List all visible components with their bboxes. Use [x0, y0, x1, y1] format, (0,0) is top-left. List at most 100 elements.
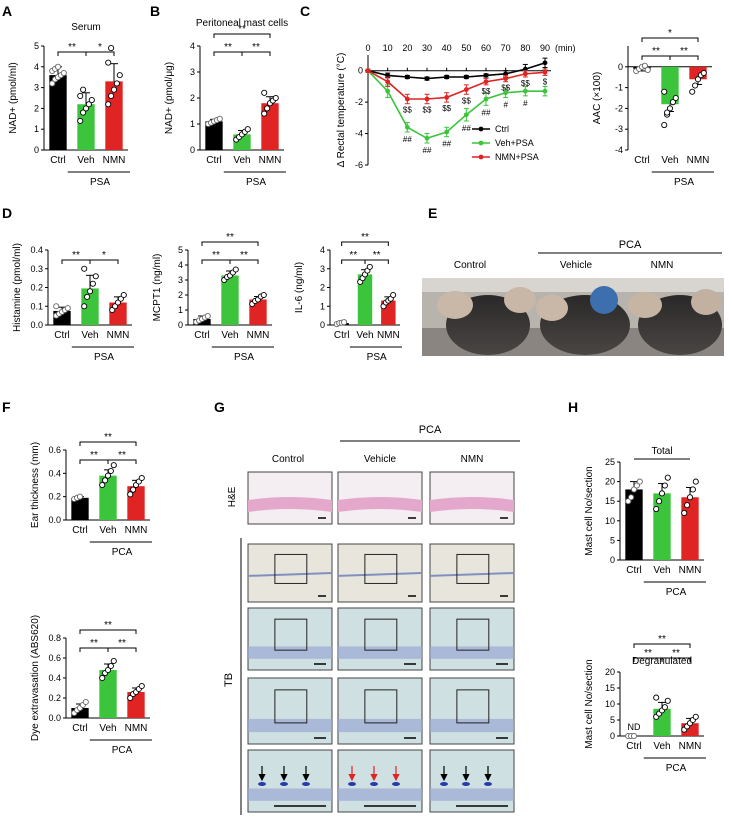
zoom-box — [364, 689, 398, 724]
legend-label: Ctrl — [495, 124, 509, 134]
x-tick-label: NMN — [107, 330, 130, 341]
hash-mark: # — [523, 99, 528, 108]
photo-label-nmn: NMN — [651, 260, 674, 271]
bar-veh — [99, 670, 117, 718]
histo-row-he: H&E — [227, 486, 238, 507]
sig-bracket — [661, 657, 691, 662]
ss-mark: $$ — [403, 106, 412, 115]
sig-label: ** — [118, 638, 126, 649]
y-tick-label: -1 — [615, 83, 623, 93]
data-point — [684, 502, 691, 509]
legend-label: Veh+PSA — [495, 138, 534, 148]
data-point — [463, 74, 469, 80]
histo-tb-tissue — [338, 788, 422, 801]
histo-col-nmn: NMN — [461, 454, 484, 465]
photo-label-vehicle: Vehicle — [560, 260, 593, 271]
sig-label: ** — [68, 42, 76, 53]
y-axis-label: MCPT1 (ng/ml) — [152, 254, 163, 322]
group-label: PSA — [246, 177, 266, 188]
histo-tb-tissue — [248, 788, 332, 801]
data-point — [483, 96, 489, 102]
bar-nmn — [681, 497, 699, 560]
x-tick-label: NMN — [125, 723, 148, 734]
sig-label: ** — [658, 634, 666, 645]
y-tick-label: 4 — [34, 62, 39, 72]
data-point — [53, 303, 60, 310]
sig-bracket — [89, 259, 119, 264]
data-point — [664, 697, 671, 704]
data-point — [653, 505, 660, 513]
y-tick-label: 0.0 — [48, 515, 61, 525]
legend-label: NMN+PSA — [495, 152, 539, 162]
y-tick-label: 3 — [178, 275, 183, 285]
y-tick-label: 1 — [190, 119, 195, 129]
x-tick-label: Veh — [233, 155, 250, 166]
y-tick-label: 0.4 — [48, 468, 61, 478]
x-tick-label: Ctrl — [50, 155, 66, 166]
data-point — [110, 657, 117, 665]
sig-label: ** — [224, 42, 232, 53]
data-point — [216, 115, 223, 122]
ss-mark: $$ — [462, 96, 471, 105]
y-tick-label: 0 — [34, 145, 39, 155]
x-tick-label: Ctrl — [54, 330, 70, 341]
sig-bracket — [633, 643, 691, 648]
data-point — [404, 74, 410, 80]
group-label: PCA — [112, 547, 133, 558]
data-point — [138, 682, 145, 690]
histo-tb-tissue — [430, 646, 514, 659]
y-tick-label: -3 — [615, 124, 623, 134]
histo-tb-image — [337, 677, 423, 745]
y-tick-label: 10 — [605, 516, 615, 526]
y-axis-label: Δ Rectal temperature (°C) — [336, 53, 347, 168]
histo-tb-image — [337, 607, 423, 671]
group-label: PSA — [674, 177, 694, 188]
data-point — [85, 101, 92, 108]
data-point — [88, 97, 95, 104]
y-tick-label: 0 — [190, 145, 195, 155]
y-tick-label: 1 — [178, 305, 183, 315]
group-label: PSA — [234, 352, 254, 363]
zoom-box — [274, 618, 308, 651]
data-point — [664, 474, 671, 481]
ss-mark: $$ — [501, 84, 510, 93]
hash-mark: ## — [462, 124, 471, 133]
y-tick-label: 20 — [605, 477, 615, 487]
data-point — [542, 69, 548, 75]
panel-letter-d: D — [2, 205, 12, 221]
data-point — [542, 60, 548, 66]
x-tick-label: NMN — [103, 155, 126, 166]
panel-letter-h: H — [568, 399, 578, 415]
x-tick-label: 50 — [461, 43, 471, 53]
data-point — [77, 92, 84, 99]
group-label: PSA — [90, 177, 110, 188]
chart-d2: 0 1 2 3 4 5 MCPT1 (ng/ml) Ctrl Veh NMN PSA ** ** ** — [152, 232, 274, 363]
data-point — [385, 88, 391, 94]
histo-tb-image — [429, 607, 515, 671]
data-point — [127, 694, 134, 702]
mast-cell — [370, 782, 378, 786]
panel-letter-e: E — [428, 205, 437, 221]
histo-tb-image — [429, 677, 515, 745]
data-point — [110, 86, 118, 93]
sig-bracket — [641, 37, 699, 42]
data-point — [272, 94, 279, 102]
series-line-veh-psa — [367, 70, 545, 140]
sig-label: ** — [672, 648, 680, 659]
data-point — [107, 467, 114, 475]
x-tick-label: NMN — [377, 330, 400, 341]
x-tick-label: NMN — [259, 155, 282, 166]
data-point — [110, 462, 117, 469]
photo-label-control: Control — [454, 260, 486, 271]
zoom-box — [456, 689, 490, 724]
x-tick-label: 90 — [540, 43, 550, 53]
sig-label: ** — [361, 232, 369, 243]
sig-bracket — [341, 241, 389, 246]
y-axis-label: Histamine (pmol/ml) — [12, 243, 23, 332]
x-tick-label: 40 — [442, 43, 452, 53]
x-tick-label: Ctrl — [206, 155, 222, 166]
y-axis-label: NAD+ (pmol/ml) — [8, 62, 19, 133]
data-point — [672, 94, 679, 102]
sig-label: ** — [72, 250, 80, 261]
panel-letter-b: B — [150, 3, 160, 19]
